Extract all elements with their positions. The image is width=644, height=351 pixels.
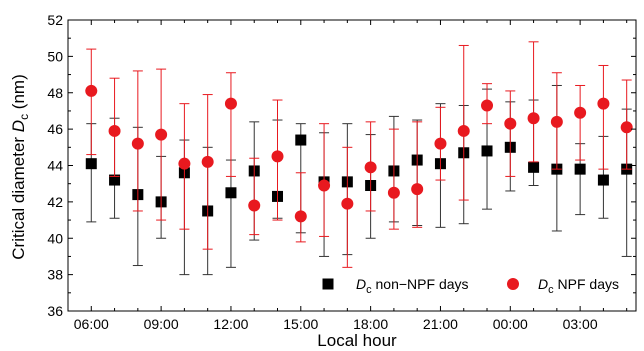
data-point-circle [248, 199, 261, 212]
data-point-circle [201, 155, 214, 168]
data-point-circle [550, 115, 563, 128]
series-npf [85, 41, 633, 268]
data-point-circle [504, 117, 517, 130]
data-point-circle [457, 124, 470, 137]
legend-marker-non-npf [322, 278, 334, 290]
series-non-npf [85, 84, 633, 276]
data-point-circle [387, 186, 400, 199]
data-point-circle [271, 150, 284, 163]
x-axis-title: Local hour [317, 331, 397, 350]
data-point-circle [85, 84, 98, 97]
data-point-circle [574, 106, 587, 119]
data-point-circle [155, 128, 168, 141]
data-point-circle [178, 157, 191, 170]
legend-marker-npf [507, 278, 519, 290]
data-point-circle [527, 112, 540, 125]
data-point-square [574, 163, 586, 175]
x-tick-label: 06:00 [74, 316, 109, 332]
data-point-square [597, 174, 609, 186]
y-tick-label: 52 [47, 12, 63, 28]
data-point-circle [108, 124, 121, 137]
x-tick-label: 18:00 [353, 316, 388, 332]
y-tick-label: 42 [47, 194, 63, 210]
data-point-square [85, 158, 97, 170]
x-tick-label: 21:00 [423, 316, 458, 332]
data-point-circle [341, 197, 354, 210]
y-tick-label: 46 [47, 121, 63, 137]
legend-label-npf: Dc NPF days [538, 276, 619, 296]
legend-label-non-npf: Dc non−NPF days [356, 276, 469, 296]
y-tick-label: 44 [47, 158, 63, 174]
plot-area [85, 41, 633, 276]
data-point-circle [131, 137, 144, 150]
data-point-circle [434, 137, 447, 150]
y-tick-label: 50 [47, 48, 63, 64]
x-tick-label: 03:00 [563, 316, 598, 332]
data-point-circle [224, 97, 237, 110]
data-point-square [528, 161, 540, 173]
y-tick-label: 36 [47, 303, 63, 319]
axes: 36 38 40 42 44 46 48 50 52 06:00 09:00 12:00 15:00 18… [47, 12, 637, 332]
y-tick-label: 38 [47, 267, 63, 283]
legend: Dc non−NPF days Dc NPF days [322, 276, 619, 296]
data-point-circle [597, 97, 610, 110]
x-tick-label: 15:00 [283, 316, 318, 332]
y-tick-label: 40 [47, 230, 63, 246]
y-axis-title: Critical diameter Dc (nm) [9, 74, 31, 260]
data-point-square [109, 174, 121, 186]
data-point-circle [294, 210, 307, 223]
data-point-circle [481, 99, 494, 112]
x-tick-label: 00:00 [493, 316, 528, 332]
data-point-square [225, 187, 237, 199]
x-tick-label: 09:00 [144, 316, 179, 332]
data-point-square [481, 145, 493, 157]
y-tick-label: 48 [47, 85, 63, 101]
data-point-circle [620, 121, 633, 134]
x-tick-label: 12:00 [213, 316, 248, 332]
data-point-circle [318, 179, 331, 192]
data-point-circle [411, 183, 424, 196]
data-point-circle [364, 161, 377, 174]
data-point-square [295, 134, 307, 146]
